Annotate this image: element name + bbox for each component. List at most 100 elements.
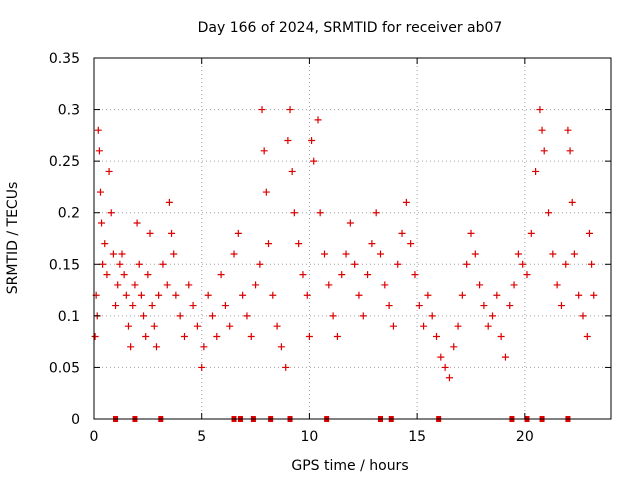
data-point [463,260,471,268]
data-point [549,250,557,258]
data-point [116,260,124,268]
data-point [476,281,484,289]
data-point [239,291,247,299]
data-point [553,281,561,289]
y-ticks: 0 0.05 0.1 0.15 0.2 0.25 0.3 0.35 [49,51,611,428]
data-point [200,343,208,351]
data-point [159,260,167,268]
x-tick-label: 15 [408,429,426,445]
data-point [185,281,193,289]
data-point [94,126,102,134]
data-point [290,209,298,217]
data-point [325,281,333,289]
data-point [137,291,145,299]
data-point [112,302,120,310]
data-point [538,126,546,134]
data-point [433,332,441,340]
data-point [135,260,143,268]
data-point [359,312,367,320]
data-point [165,198,173,206]
data-point [385,302,393,310]
data-point [180,332,188,340]
data-point [152,343,160,351]
x-ticks: 0 5 10 15 20 [90,58,534,445]
data-point [277,343,285,351]
x-tick-label: 0 [90,429,99,445]
y-tick-label: 0.3 [58,103,80,119]
data-point [99,260,107,268]
data-point [269,291,277,299]
data-point [564,126,572,134]
data-point [122,291,130,299]
data-point [493,291,501,299]
data-point [420,322,428,330]
x-tick-label: 10 [301,429,319,445]
data-point [585,229,593,237]
data-point [450,343,458,351]
data-point [144,271,152,279]
data-point [155,291,163,299]
x-tick-label: 5 [197,429,206,445]
data-point [519,260,527,268]
data-point [480,302,488,310]
data-point [118,250,126,258]
data-point [163,281,171,289]
data-point [172,291,180,299]
data-point [198,363,206,371]
data-point [286,106,294,114]
data-point [557,302,565,310]
data-point [303,291,311,299]
data-point [150,322,158,330]
data-point [590,291,598,299]
data-point [570,250,578,258]
data-point [176,312,184,320]
y-tick-label: 0.35 [49,51,80,67]
data-point [258,106,266,114]
data-point [588,260,596,268]
data-point [454,322,462,330]
data-point [288,167,296,175]
data-point [109,250,117,258]
data-point [95,147,103,155]
data-point [566,147,574,155]
data-point [320,250,328,258]
data-point [234,229,242,237]
y-axis-label: SRMTID / TECUs [5,182,21,295]
data-point [532,167,540,175]
y-tick-label: 0.2 [58,206,80,222]
data-point [394,260,402,268]
y-tick-label: 0.25 [49,154,80,170]
data-point [107,209,115,217]
data-point [120,271,128,279]
data-point [351,260,359,268]
data-point [247,332,255,340]
data-point [170,250,178,258]
data-point [101,240,109,248]
data-point [346,219,354,227]
data-point [193,322,201,330]
data-point [295,240,303,248]
data-point [329,312,337,320]
marks-layer [91,106,598,382]
data-point [514,250,522,258]
data-point [568,198,576,206]
data-point [142,332,150,340]
data-point [484,322,492,330]
data-point [226,322,234,330]
data-point [501,353,509,361]
data-point [424,291,432,299]
data-point [441,363,449,371]
y-tick-label: 0.1 [58,309,80,325]
data-point [523,271,531,279]
data-point [284,137,292,145]
data-point [140,312,148,320]
data-point [273,322,281,330]
data-point [398,229,406,237]
data-point [497,332,505,340]
data-point [103,271,111,279]
data-point [467,229,475,237]
data-point [333,332,341,340]
data-point [342,250,350,258]
